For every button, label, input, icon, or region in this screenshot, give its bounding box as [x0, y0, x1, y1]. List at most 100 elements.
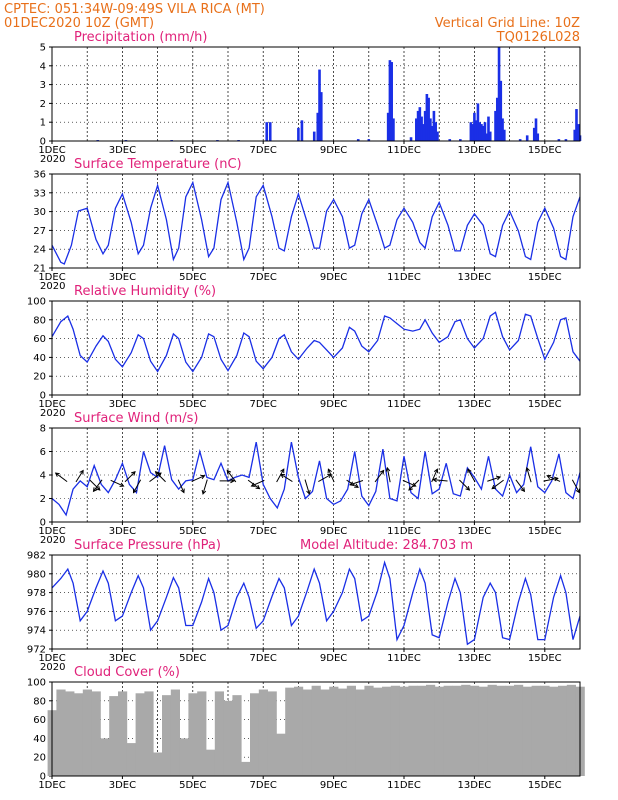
cloud-bar — [162, 695, 172, 776]
wind-arrow-head — [432, 477, 438, 483]
temperature-frame — [51, 173, 581, 269]
precip-bar — [416, 110, 420, 141]
precip-bar — [518, 139, 522, 141]
wind-arrow-shaft — [155, 471, 166, 483]
wind-arrow — [226, 469, 237, 483]
wind-x-tick-label: 3DEC — [109, 526, 136, 537]
header-grid-note: Vertical Grid Line: 10Z — [435, 16, 580, 31]
cloud-x-tick-label: 11DEC — [387, 780, 421, 791]
wind-arrow-head — [250, 482, 256, 487]
precip-bar — [268, 122, 272, 141]
precip-bar — [436, 131, 439, 141]
pressure-x-tick-label: 13DEC — [458, 653, 492, 664]
humidity-y-tick-label: 20 — [33, 372, 46, 383]
precip-bar — [497, 47, 501, 141]
cloud-bar — [496, 685, 506, 776]
wind-arrow-shaft — [491, 479, 504, 490]
wind-arrow-shaft — [386, 467, 391, 483]
precipitation-x-tick-label: 3DEC — [109, 145, 136, 156]
precip-bar — [448, 139, 452, 141]
cloud-y-tick-label: 100 — [27, 678, 46, 689]
precip-bar — [356, 139, 360, 141]
temperature-panel: 21 24 27 30 33 36 Surface Temperature (nC) 1DEC… — [33, 157, 581, 292]
wind-arrow-shaft — [89, 479, 101, 491]
wind-arrow-shaft — [543, 477, 558, 482]
precip-bar — [300, 120, 304, 141]
wind-arrow-shaft — [93, 479, 103, 492]
precip-bar — [474, 120, 478, 141]
precipitation-x-tick-label: 9DEC — [320, 145, 347, 156]
cloud-bar — [566, 684, 576, 776]
wind-arrow-head — [180, 488, 185, 494]
cloud-bar — [329, 686, 339, 776]
wind-arrow-shaft — [280, 473, 293, 482]
wind-arrow-head — [92, 487, 98, 493]
humidity-y-tick-label: 60 — [33, 334, 46, 345]
cloud-bar — [434, 686, 444, 776]
cloud-bar — [135, 693, 145, 776]
wind-arrow-shaft — [110, 479, 124, 487]
wind-arrow-head — [349, 481, 355, 486]
precip-bar — [480, 124, 483, 141]
pressure-year-label: 2020 — [40, 662, 65, 673]
wind-arrow-head — [280, 468, 285, 474]
wind-x-tick-label: 5DEC — [179, 526, 206, 537]
wind-x-tick-label: 1DEC — [38, 526, 65, 537]
wind-arrow — [92, 479, 103, 493]
precip-bar — [564, 139, 568, 141]
precip-bar — [409, 137, 413, 141]
wind-arrow-shaft — [408, 479, 420, 491]
wind-arrow-shaft — [526, 467, 532, 483]
wind-arrow — [467, 468, 476, 483]
humidity-panel: 0 20 40 60 80 100 Relative Humidity (%) 1DEC 3DE… — [27, 284, 581, 419]
wind-arrow-head — [496, 475, 502, 481]
wind-arrow — [318, 473, 333, 482]
precip-bar — [432, 110, 436, 141]
wind-arrow — [374, 469, 385, 483]
wind-arrow — [487, 475, 502, 482]
precipitation-x-tick-label: 1DEC — [38, 145, 65, 156]
cloud-bar — [505, 685, 515, 776]
precip-bar — [319, 92, 323, 141]
panels-group: 0 1 2 3 4 5 Precipitation (mm/h) 1DEC 3DEC 5DEC 7D… — [27, 30, 585, 791]
wind-arrow — [201, 479, 208, 495]
wind-arrow — [304, 479, 311, 495]
wind-arrow — [525, 466, 532, 483]
humidity-x-tick-label: 1DEC — [38, 399, 65, 410]
wind-arrow-shaft — [459, 479, 470, 491]
wind-x-tick-label: 9DEC — [320, 526, 347, 537]
precipitation-year-label: 2020 — [40, 154, 65, 165]
cloud-bar — [153, 752, 163, 776]
pressure-series-line — [51, 560, 581, 646]
humidity-frame — [51, 300, 581, 396]
precip-bar — [316, 112, 320, 141]
precip-bar — [503, 129, 506, 141]
wind-arrow-shaft — [374, 470, 385, 483]
pressure-y-tick-label: 982 — [27, 551, 46, 562]
cloud-bar — [478, 686, 488, 776]
precip-bar — [318, 69, 321, 141]
cloud-bar — [250, 693, 260, 776]
wind-arrow-shaft — [546, 475, 561, 482]
precipitation-y-tick-label: 1 — [40, 118, 46, 129]
cloud-bar — [487, 684, 497, 776]
precip-bar — [312, 131, 316, 141]
precip-bar — [557, 139, 561, 141]
wind-arrow — [110, 479, 125, 487]
wind-arrow-shaft — [515, 479, 525, 492]
pressure-x-tick-label: 9DEC — [320, 653, 347, 664]
wind-series-line — [51, 441, 581, 517]
wind-arrow — [280, 473, 293, 482]
precip-bar — [494, 110, 497, 141]
cloud-bar — [179, 738, 189, 776]
wind-arrow-head — [280, 473, 285, 479]
cloud-bar — [214, 691, 224, 776]
wind-arrow — [250, 479, 265, 487]
wind-arrow-shaft — [191, 475, 205, 482]
cloud-bar — [206, 749, 216, 776]
cloud-x-tick-label: 13DEC — [458, 780, 492, 791]
cloud-bar — [531, 685, 541, 776]
temperature-title: Surface Temperature (nC) — [74, 157, 242, 172]
wind-arrow-shaft — [318, 473, 332, 482]
cloud-bar — [382, 686, 392, 776]
